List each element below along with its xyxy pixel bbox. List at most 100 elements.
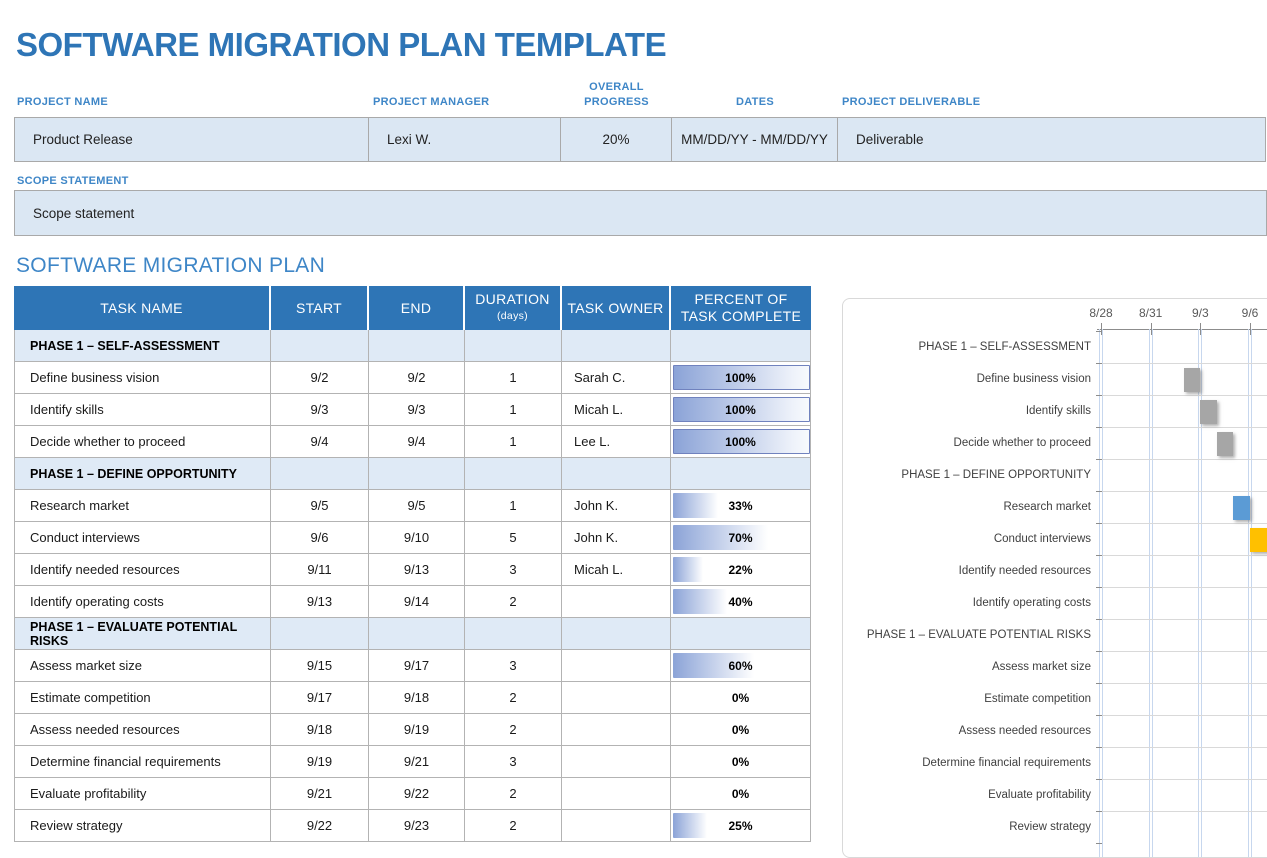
- end-cell[interactable]: [369, 618, 465, 650]
- end-cell[interactable]: 9/4: [369, 426, 465, 458]
- phase-name-cell[interactable]: PHASE 1 – SELF-ASSESSMENT: [14, 330, 271, 362]
- task-name-cell[interactable]: Assess market size: [14, 650, 271, 682]
- owner-cell[interactable]: Sarah C.: [562, 362, 671, 394]
- owner-cell[interactable]: Micah L.: [562, 394, 671, 426]
- percent-complete-cell[interactable]: 100%: [671, 394, 811, 426]
- owner-cell[interactable]: [562, 618, 671, 650]
- owner-cell[interactable]: [562, 714, 671, 746]
- task-name-cell[interactable]: Define business vision: [14, 362, 271, 394]
- owner-cell[interactable]: [562, 778, 671, 810]
- start-cell[interactable]: 9/21: [271, 778, 369, 810]
- project-field-value-3[interactable]: 20%: [560, 117, 672, 162]
- task-name-cell[interactable]: Identify operating costs: [14, 586, 271, 618]
- end-cell[interactable]: 9/22: [369, 778, 465, 810]
- end-cell[interactable]: 9/17: [369, 650, 465, 682]
- end-cell[interactable]: 9/3: [369, 394, 465, 426]
- owner-cell[interactable]: [562, 746, 671, 778]
- end-cell[interactable]: 9/10: [369, 522, 465, 554]
- duration-cell[interactable]: [465, 458, 562, 490]
- duration-cell[interactable]: 2: [465, 586, 562, 618]
- percent-complete-cell[interactable]: 25%: [671, 810, 811, 842]
- start-cell[interactable]: 9/11: [271, 554, 369, 586]
- start-cell[interactable]: 9/4: [271, 426, 369, 458]
- duration-cell[interactable]: 1: [465, 362, 562, 394]
- percent-complete-cell[interactable]: [671, 458, 811, 490]
- task-name-cell[interactable]: Research market: [14, 490, 271, 522]
- project-field-value-5[interactable]: Deliverable: [837, 117, 1266, 162]
- end-cell[interactable]: [369, 458, 465, 490]
- duration-cell[interactable]: 2: [465, 778, 562, 810]
- phase-name-cell[interactable]: PHASE 1 – DEFINE OPPORTUNITY: [14, 458, 271, 490]
- task-name-cell[interactable]: Determine financial requirements: [14, 746, 271, 778]
- owner-cell[interactable]: [562, 650, 671, 682]
- duration-cell[interactable]: 2: [465, 682, 562, 714]
- project-field-value-4[interactable]: MM/DD/YY - MM/DD/YY: [671, 117, 838, 162]
- percent-complete-cell[interactable]: 0%: [671, 778, 811, 810]
- percent-complete-cell[interactable]: [671, 618, 811, 650]
- duration-cell[interactable]: 2: [465, 810, 562, 842]
- end-cell[interactable]: 9/14: [369, 586, 465, 618]
- duration-cell[interactable]: 3: [465, 554, 562, 586]
- start-cell[interactable]: 9/2: [271, 362, 369, 394]
- end-cell[interactable]: 9/21: [369, 746, 465, 778]
- owner-cell[interactable]: [562, 810, 671, 842]
- start-cell[interactable]: 9/3: [271, 394, 369, 426]
- duration-cell[interactable]: 1: [465, 426, 562, 458]
- owner-cell[interactable]: [562, 682, 671, 714]
- task-name-cell[interactable]: Review strategy: [14, 810, 271, 842]
- owner-cell[interactable]: John K.: [562, 522, 671, 554]
- task-name-cell[interactable]: Assess needed resources: [14, 714, 271, 746]
- duration-cell[interactable]: 3: [465, 650, 562, 682]
- percent-complete-cell[interactable]: 60%: [671, 650, 811, 682]
- duration-cell[interactable]: 1: [465, 490, 562, 522]
- owner-cell[interactable]: [562, 586, 671, 618]
- start-cell[interactable]: 9/13: [271, 586, 369, 618]
- percent-complete-cell[interactable]: 100%: [671, 362, 811, 394]
- owner-cell[interactable]: Micah L.: [562, 554, 671, 586]
- duration-cell[interactable]: 2: [465, 714, 562, 746]
- start-cell[interactable]: 9/15: [271, 650, 369, 682]
- end-cell[interactable]: 9/19: [369, 714, 465, 746]
- task-name-cell[interactable]: Decide whether to proceed: [14, 426, 271, 458]
- duration-cell[interactable]: 3: [465, 746, 562, 778]
- duration-cell[interactable]: 1: [465, 394, 562, 426]
- percent-complete-cell[interactable]: 0%: [671, 746, 811, 778]
- percent-complete-cell[interactable]: 33%: [671, 490, 811, 522]
- duration-cell[interactable]: 5: [465, 522, 562, 554]
- end-cell[interactable]: 9/2: [369, 362, 465, 394]
- duration-cell[interactable]: [465, 618, 562, 650]
- task-name-cell[interactable]: Estimate competition: [14, 682, 271, 714]
- project-field-value-2[interactable]: Lexi W.: [368, 117, 561, 162]
- task-name-cell[interactable]: Evaluate profitability: [14, 778, 271, 810]
- task-name-cell[interactable]: Conduct interviews: [14, 522, 271, 554]
- start-cell[interactable]: 9/18: [271, 714, 369, 746]
- start-cell[interactable]: [271, 330, 369, 362]
- percent-complete-cell[interactable]: 0%: [671, 682, 811, 714]
- phase-name-cell[interactable]: PHASE 1 – EVALUATE POTENTIAL RISKS: [14, 618, 271, 650]
- duration-cell[interactable]: [465, 330, 562, 362]
- project-field-value-1[interactable]: Product Release: [14, 117, 370, 162]
- owner-cell[interactable]: John K.: [562, 490, 671, 522]
- start-cell[interactable]: 9/5: [271, 490, 369, 522]
- task-name-cell[interactable]: Identify needed resources: [14, 554, 271, 586]
- percent-complete-cell[interactable]: 100%: [671, 426, 811, 458]
- start-cell[interactable]: [271, 458, 369, 490]
- owner-cell[interactable]: Lee L.: [562, 426, 671, 458]
- end-cell[interactable]: [369, 330, 465, 362]
- scope-statement-cell[interactable]: Scope statement: [14, 190, 1267, 236]
- end-cell[interactable]: 9/23: [369, 810, 465, 842]
- percent-complete-cell[interactable]: [671, 330, 811, 362]
- end-cell[interactable]: 9/18: [369, 682, 465, 714]
- percent-complete-cell[interactable]: 70%: [671, 522, 811, 554]
- percent-complete-cell[interactable]: 0%: [671, 714, 811, 746]
- start-cell[interactable]: 9/17: [271, 682, 369, 714]
- owner-cell[interactable]: [562, 330, 671, 362]
- end-cell[interactable]: 9/5: [369, 490, 465, 522]
- task-name-cell[interactable]: Identify skills: [14, 394, 271, 426]
- start-cell[interactable]: 9/6: [271, 522, 369, 554]
- percent-complete-cell[interactable]: 22%: [671, 554, 811, 586]
- owner-cell[interactable]: [562, 458, 671, 490]
- start-cell[interactable]: [271, 618, 369, 650]
- start-cell[interactable]: 9/19: [271, 746, 369, 778]
- start-cell[interactable]: 9/22: [271, 810, 369, 842]
